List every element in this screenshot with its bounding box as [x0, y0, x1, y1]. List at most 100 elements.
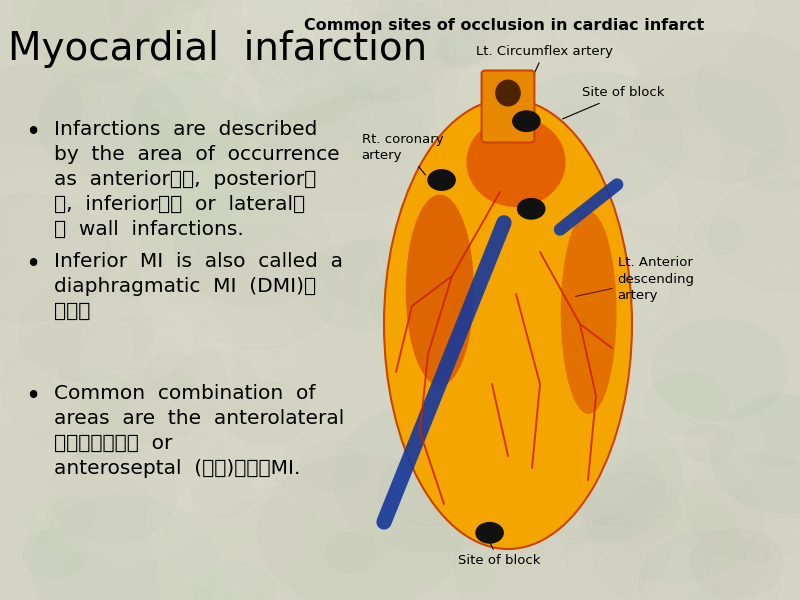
Circle shape: [428, 170, 455, 190]
Circle shape: [28, 238, 137, 319]
Ellipse shape: [406, 194, 474, 386]
Circle shape: [242, 0, 444, 96]
Circle shape: [46, 499, 94, 535]
Circle shape: [31, 495, 218, 600]
Circle shape: [355, 4, 454, 78]
Circle shape: [14, 0, 122, 49]
Circle shape: [221, 160, 360, 265]
Circle shape: [49, 446, 177, 542]
Circle shape: [168, 350, 258, 418]
Circle shape: [350, 88, 482, 186]
Circle shape: [303, 241, 422, 330]
Circle shape: [26, 497, 95, 548]
Circle shape: [178, 229, 339, 349]
Circle shape: [684, 425, 734, 463]
Circle shape: [359, 239, 509, 351]
Circle shape: [587, 133, 753, 257]
Text: Common sites of occlusion in cardiac infarct: Common sites of occlusion in cardiac inf…: [304, 18, 704, 33]
Circle shape: [174, 188, 331, 306]
Circle shape: [0, 273, 133, 425]
Circle shape: [556, 529, 708, 600]
Circle shape: [455, 147, 538, 208]
Circle shape: [629, 31, 800, 181]
Ellipse shape: [561, 211, 617, 414]
Circle shape: [370, 456, 547, 590]
Circle shape: [0, 174, 121, 323]
Circle shape: [59, 317, 226, 443]
Circle shape: [220, 306, 309, 373]
Circle shape: [165, 482, 322, 600]
Circle shape: [377, 421, 480, 499]
Circle shape: [198, 161, 354, 278]
Circle shape: [457, 28, 644, 168]
Circle shape: [123, 392, 283, 512]
Circle shape: [470, 380, 528, 423]
Circle shape: [325, 533, 378, 572]
Circle shape: [547, 416, 738, 560]
Circle shape: [690, 529, 783, 598]
Circle shape: [446, 310, 603, 428]
Circle shape: [40, 0, 218, 109]
Text: •: •: [26, 120, 41, 146]
Circle shape: [456, 361, 538, 422]
Circle shape: [22, 529, 87, 578]
Circle shape: [454, 492, 648, 600]
Text: Lt. Anterior
descending
artery: Lt. Anterior descending artery: [575, 257, 694, 301]
Circle shape: [639, 530, 780, 600]
Circle shape: [132, 72, 255, 164]
Circle shape: [5, 187, 142, 290]
Circle shape: [75, 293, 235, 413]
Circle shape: [645, 373, 728, 436]
Circle shape: [1, 314, 194, 458]
Circle shape: [519, 235, 725, 389]
Circle shape: [710, 179, 800, 292]
Circle shape: [107, 0, 310, 78]
Circle shape: [180, 468, 378, 600]
Circle shape: [521, 439, 659, 542]
Circle shape: [526, 105, 635, 187]
Circle shape: [192, 470, 254, 517]
Text: Myocardial  infarction: Myocardial infarction: [8, 30, 427, 68]
Circle shape: [145, 353, 198, 394]
Circle shape: [658, 342, 789, 440]
Circle shape: [0, 364, 91, 446]
Circle shape: [223, 65, 293, 117]
Circle shape: [240, 22, 289, 58]
Circle shape: [189, 0, 370, 110]
Circle shape: [566, 451, 666, 525]
Circle shape: [590, 119, 723, 219]
Circle shape: [430, 118, 485, 160]
Circle shape: [19, 281, 152, 382]
Circle shape: [333, 404, 531, 553]
Circle shape: [393, 32, 505, 116]
Circle shape: [50, 321, 242, 464]
Text: •: •: [26, 252, 41, 278]
Text: Site of block: Site of block: [562, 86, 665, 119]
Circle shape: [151, 299, 296, 407]
Circle shape: [155, 523, 301, 600]
Circle shape: [561, 361, 763, 513]
Circle shape: [710, 397, 800, 513]
Circle shape: [411, 0, 545, 58]
Circle shape: [155, 223, 348, 367]
Circle shape: [71, 373, 231, 493]
Circle shape: [0, 67, 82, 146]
Circle shape: [299, 507, 493, 600]
Circle shape: [0, 0, 107, 86]
Circle shape: [687, 455, 800, 561]
Circle shape: [436, 31, 486, 68]
Circle shape: [380, 454, 476, 525]
Circle shape: [127, 31, 208, 91]
Text: Inferior  MI  is  also  called  a
diaphragmatic  MI  (DMI)膜
肌心棗: Inferior MI is also called a diaphragmat…: [54, 252, 343, 321]
Circle shape: [392, 339, 447, 381]
Circle shape: [546, 0, 754, 78]
Circle shape: [690, 0, 800, 82]
Circle shape: [117, 137, 296, 271]
Circle shape: [213, 0, 406, 95]
Circle shape: [602, 103, 665, 150]
Circle shape: [54, 53, 209, 169]
Circle shape: [7, 242, 121, 328]
Circle shape: [513, 111, 540, 131]
Circle shape: [250, 38, 319, 89]
Circle shape: [372, 260, 482, 343]
